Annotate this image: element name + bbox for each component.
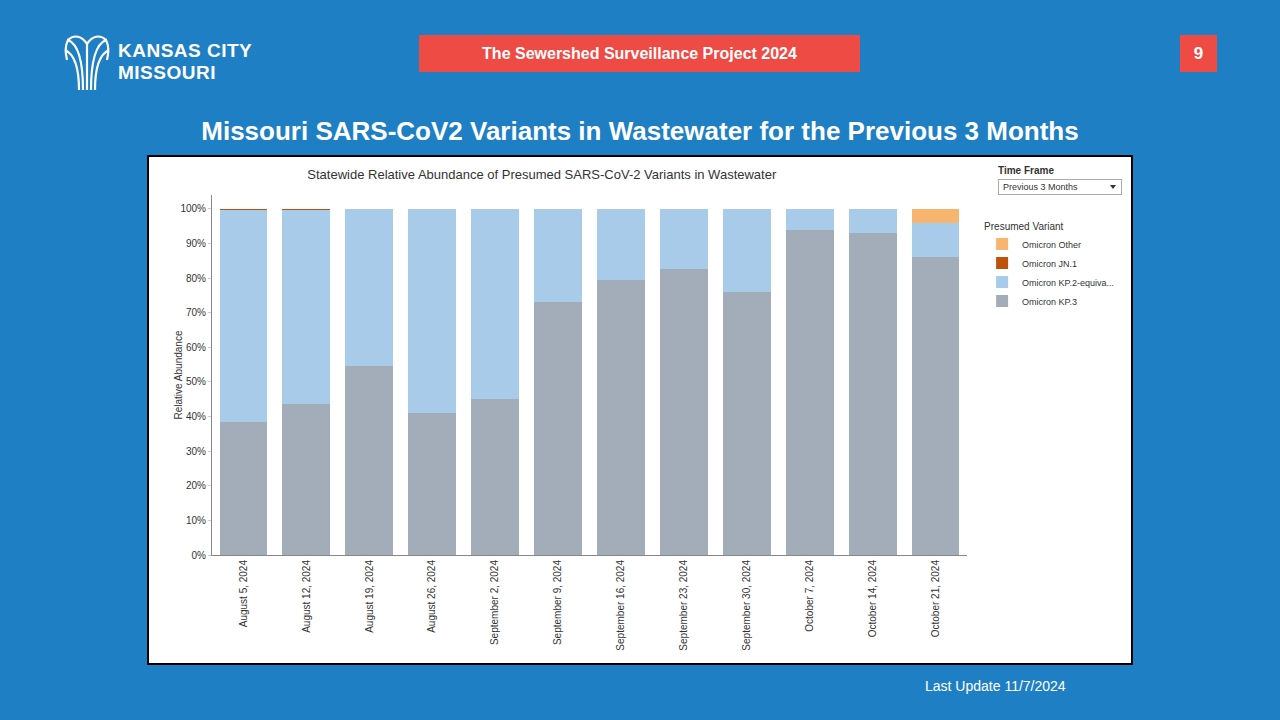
svg-text:October 21, 2024: October 21, 2024: [930, 560, 941, 638]
html-text:Time Frame: Time Frame: [998, 165, 1054, 176]
svg-text:September 30, 2024: September 30, 2024: [741, 560, 752, 651]
html-text:MISSOURI: MISSOURI: [118, 62, 216, 83]
svg-text:Omicron JN.1: Omicron JN.1: [1022, 259, 1077, 269]
html-text:9: 9: [1193, 43, 1204, 63]
svg-text:Omicron Other: Omicron Other: [1022, 240, 1081, 250]
svg-text:September 16, 2024: September 16, 2024: [615, 560, 626, 651]
svg-text:August 5, 2024: August 5, 2024: [238, 560, 249, 628]
html-text:Previous 3 Months: Previous 3 Months: [1003, 182, 1078, 192]
svg-text:August 26, 2024: August 26, 2024: [426, 560, 437, 633]
svg-text:0%: 0%: [192, 550, 207, 561]
svg-text:August 19, 2024: August 19, 2024: [364, 560, 375, 633]
html-text:Last Update 11/7/2024: Last Update 11/7/2024: [925, 678, 1066, 694]
svg-text:Relative Abundance: Relative Abundance: [173, 330, 184, 419]
svg-text:August 12, 2024: August 12, 2024: [301, 560, 312, 633]
svg-text:80%: 80%: [186, 273, 206, 284]
svg-text:60%: 60%: [186, 342, 206, 353]
html-text:The Sewershed Surveillance Pro: The Sewershed Surveillance Project 2024: [482, 44, 797, 62]
svg-text:Omicron KP.2-equiva...: Omicron KP.2-equiva...: [1022, 278, 1114, 288]
svg-text:September 9, 2024: September 9, 2024: [552, 560, 563, 645]
svg-text:100%: 100%: [180, 203, 206, 214]
svg-text:Statewide Relative Abundance o: Statewide Relative Abundance of Presumed…: [307, 167, 777, 182]
svg-text:50%: 50%: [186, 376, 206, 387]
svg-text:October 14, 2024: October 14, 2024: [867, 560, 878, 638]
svg-text:Omicron KP.3: Omicron KP.3: [1022, 297, 1077, 307]
html-text:Missouri SARS-CoV2 Variants in: Missouri SARS-CoV2 Variants in Wastewate…: [201, 116, 1079, 146]
svg-text:70%: 70%: [186, 307, 206, 318]
svg-text:September 2, 2024: September 2, 2024: [489, 560, 500, 645]
svg-text:September 23, 2024: September 23, 2024: [678, 560, 689, 651]
svg-text:90%: 90%: [186, 238, 206, 249]
svg-text:30%: 30%: [186, 446, 206, 457]
svg-text:Presumed Variant: Presumed Variant: [984, 221, 1064, 232]
svg-text:20%: 20%: [186, 480, 206, 491]
svg-text:October 7, 2024: October 7, 2024: [804, 560, 815, 632]
html-text:KANSAS CITY: KANSAS CITY: [118, 40, 253, 61]
svg-text:40%: 40%: [186, 411, 206, 422]
svg-text:10%: 10%: [186, 515, 206, 526]
